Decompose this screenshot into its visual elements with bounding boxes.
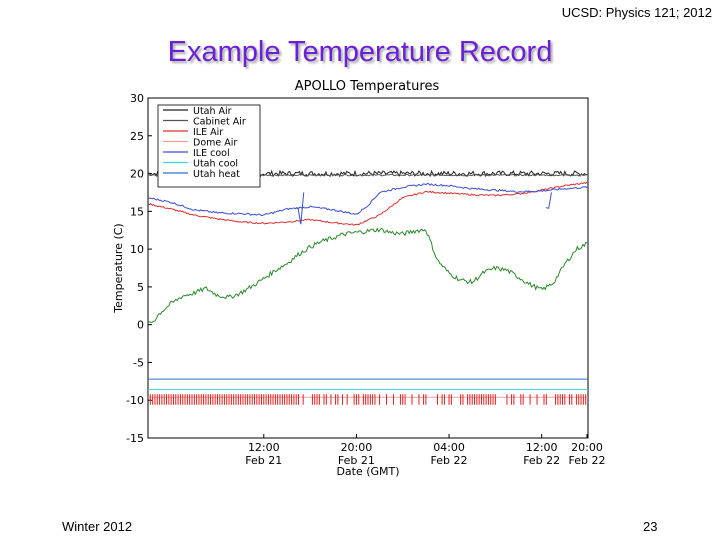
- legend-label: Utah heat: [193, 169, 240, 180]
- series-heater-cycling: [149, 394, 587, 405]
- y-tick-label: 30: [130, 92, 144, 105]
- y-tick-label: 10: [130, 243, 144, 256]
- y-tick-label: 25: [130, 130, 144, 143]
- legend-label: Utah cool: [193, 159, 238, 170]
- slide-title: Example Temperature Record: [167, 36, 553, 68]
- x-tick-date: Feb 22: [523, 454, 560, 467]
- series-ile-cool: [147, 182, 588, 217]
- legend-label: Dome Air: [193, 138, 237, 149]
- y-tick-label: -5: [133, 356, 144, 369]
- y-axis-ticks: -15 -10 -5 0 5 10 15 20 25 30: [126, 92, 152, 445]
- legend-label: Cabinet Air: [193, 117, 246, 128]
- ile-cool-dip: [297, 192, 305, 225]
- x-tick-label: 20:00: [571, 441, 603, 454]
- series-layer: [147, 169, 588, 405]
- x-axis-label: Date (GMT): [336, 465, 399, 478]
- y-tick-label: 15: [130, 205, 144, 218]
- x-tick-label: 12:00: [526, 441, 558, 454]
- x-tick-date: Feb 22: [569, 454, 606, 467]
- x-tick-date: Feb 21: [245, 454, 282, 467]
- chart-title: APOLLO Temperatures: [295, 79, 440, 94]
- x-tick-date: Feb 22: [431, 454, 468, 467]
- y-tick-label: 5: [137, 281, 144, 294]
- x-tick-label: 20:00: [341, 441, 373, 454]
- legend-label: Utah Air: [193, 106, 232, 117]
- y-tick-label: 20: [130, 168, 144, 181]
- x-tick-date: Feb 21: [338, 454, 375, 467]
- y-tick-label: -15: [126, 432, 144, 445]
- ile-cool-dip: [545, 192, 553, 209]
- series-ile-air: [147, 181, 588, 226]
- y-axis-label: Temperature (C): [112, 223, 125, 313]
- legend-label: ILE cool: [193, 148, 230, 159]
- footer-left: Winter 2012: [62, 519, 133, 534]
- page-number: 23: [643, 519, 658, 534]
- y-tick-label: 0: [137, 319, 144, 332]
- y-tick-label: -10: [126, 394, 144, 407]
- x-tick-label: 04:00: [433, 441, 465, 454]
- slide-header: UCSD: Physics 121; 2012: [561, 5, 712, 20]
- x-tick-label: 12:00: [248, 441, 280, 454]
- legend-label: ILE Air: [193, 127, 223, 138]
- series-ground-other: [147, 227, 588, 323]
